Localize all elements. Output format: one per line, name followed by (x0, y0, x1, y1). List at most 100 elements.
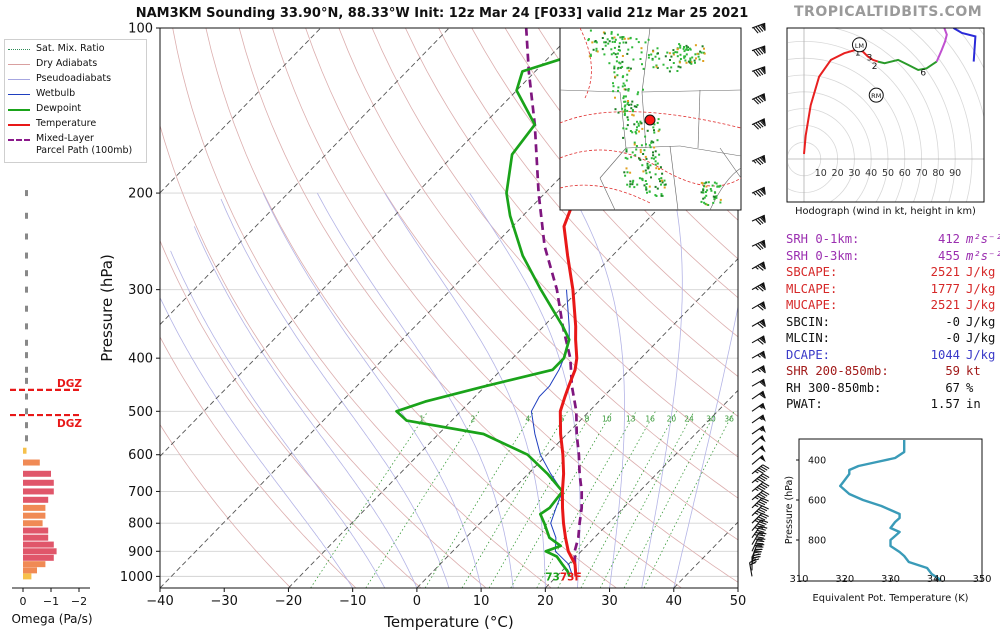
precip-pixel (623, 171, 626, 174)
pseudoadiabat (571, 192, 625, 588)
precip-pixel (644, 180, 647, 182)
precip-pixel (652, 141, 655, 144)
wind-barb (751, 538, 766, 552)
precip-pixel (623, 114, 626, 116)
precip-pixel (635, 38, 638, 41)
barb-staff (751, 454, 764, 465)
barb-flag (755, 219, 762, 226)
omega-bar (23, 520, 43, 527)
precip-pixel (622, 97, 625, 100)
precip-pixel (610, 48, 613, 51)
wind-barb (751, 335, 766, 345)
precip-pixel (631, 109, 634, 111)
precip-pixel (656, 121, 659, 124)
y-tick-label: 300 (128, 283, 153, 298)
x-tick-label: 40 (666, 594, 683, 609)
precip-pixel (672, 52, 675, 55)
map-border (641, 27, 651, 93)
barb-flag (754, 551, 762, 553)
omega-bar (25, 252, 28, 259)
parameter-name: RH 300-850mb: (786, 380, 882, 395)
precip-pixel (636, 183, 639, 186)
y-tick-label: 200 (128, 187, 153, 202)
precip-pixel (614, 75, 617, 78)
precip-pixel (657, 52, 659, 55)
wind-barb (751, 93, 766, 105)
omega-bar (25, 286, 28, 293)
precip-pixel (628, 185, 631, 188)
barb-flag (752, 49, 759, 57)
barb-flag (758, 531, 767, 535)
parameter-unit: m²s⁻² (966, 248, 1000, 263)
precip-pixel (612, 52, 615, 55)
parameter-unit: in (966, 397, 981, 411)
barb-flag (752, 70, 759, 77)
dry-adiabat (537, 28, 738, 260)
parameter-unit: J/kg (966, 265, 996, 279)
precip-pixel (640, 47, 643, 50)
precip-pixel (618, 61, 621, 64)
mixing-ratio-line (536, 411, 637, 588)
legend-swatch (8, 109, 30, 111)
precip-pixel (651, 58, 654, 61)
precip-pixel (661, 194, 664, 197)
barb-flag (757, 121, 764, 128)
precip-pixel (610, 53, 613, 56)
barb-flag (755, 69, 761, 77)
barb-flag (756, 478, 764, 483)
barb-flag (752, 123, 759, 130)
precip-pixel (632, 114, 635, 117)
mixing-ratio-label: 4 (526, 415, 531, 424)
mixing-ratio-line (424, 411, 535, 588)
wind-barb (751, 425, 766, 435)
precip-pixel (621, 60, 624, 63)
precip-pixel (646, 129, 649, 132)
precip-pixel (685, 46, 688, 49)
precip-pixel (589, 29, 592, 32)
parameter-row: MLCIN: -0 J/kg (786, 330, 1000, 347)
parameter-row: SHR 200-850mb: 59 kt (786, 363, 1000, 380)
mixing-ratio-label: 30 (706, 415, 716, 424)
map-border (599, 177, 616, 211)
precip-pixel (617, 86, 620, 89)
pseudoadiabat (193, 226, 418, 588)
parameter-row: SRH 0-3km: 455 m²s⁻² (786, 248, 1000, 265)
wind-barb (751, 118, 766, 130)
barb-flag (756, 495, 764, 500)
omega-tick-label: −1 (43, 595, 59, 608)
wind-barb (751, 261, 766, 271)
precip-pixel (670, 55, 673, 58)
y-tick-label: 100 (128, 22, 153, 37)
parameter-value: 1044 (930, 347, 960, 362)
precip-pixel (641, 127, 644, 130)
precip-pixel (625, 150, 628, 153)
mixing-ratio-line (599, 411, 695, 588)
precip-pixel (622, 75, 625, 78)
precip-pixel (646, 191, 648, 194)
precip-pixel (713, 181, 716, 184)
precip-pixel (643, 184, 646, 187)
precip-pixel (611, 37, 614, 40)
barb-flag (762, 481, 770, 487)
wind-barb (751, 435, 766, 446)
precip-pixel (625, 127, 628, 130)
precip-pixel (654, 194, 657, 197)
precip-pixel (676, 55, 679, 58)
precip-pixel (647, 166, 650, 169)
precip-pixel (685, 61, 688, 64)
precip-pixel (616, 67, 619, 70)
precip-pixel (637, 91, 640, 94)
precip-pixel (615, 60, 618, 63)
precip-pixel (654, 173, 657, 176)
precip-pixel (654, 185, 657, 188)
precip-pixel (642, 170, 645, 173)
omega-bar (25, 339, 28, 346)
precip-pixel (683, 55, 686, 58)
barb-flag (758, 485, 766, 490)
precip-pixel (662, 63, 665, 66)
precip-pixel (624, 88, 627, 91)
barb-pennant (760, 335, 766, 343)
precip-pixel (694, 44, 697, 47)
precip-pixel (644, 41, 647, 44)
precip-pixel (631, 181, 634, 184)
